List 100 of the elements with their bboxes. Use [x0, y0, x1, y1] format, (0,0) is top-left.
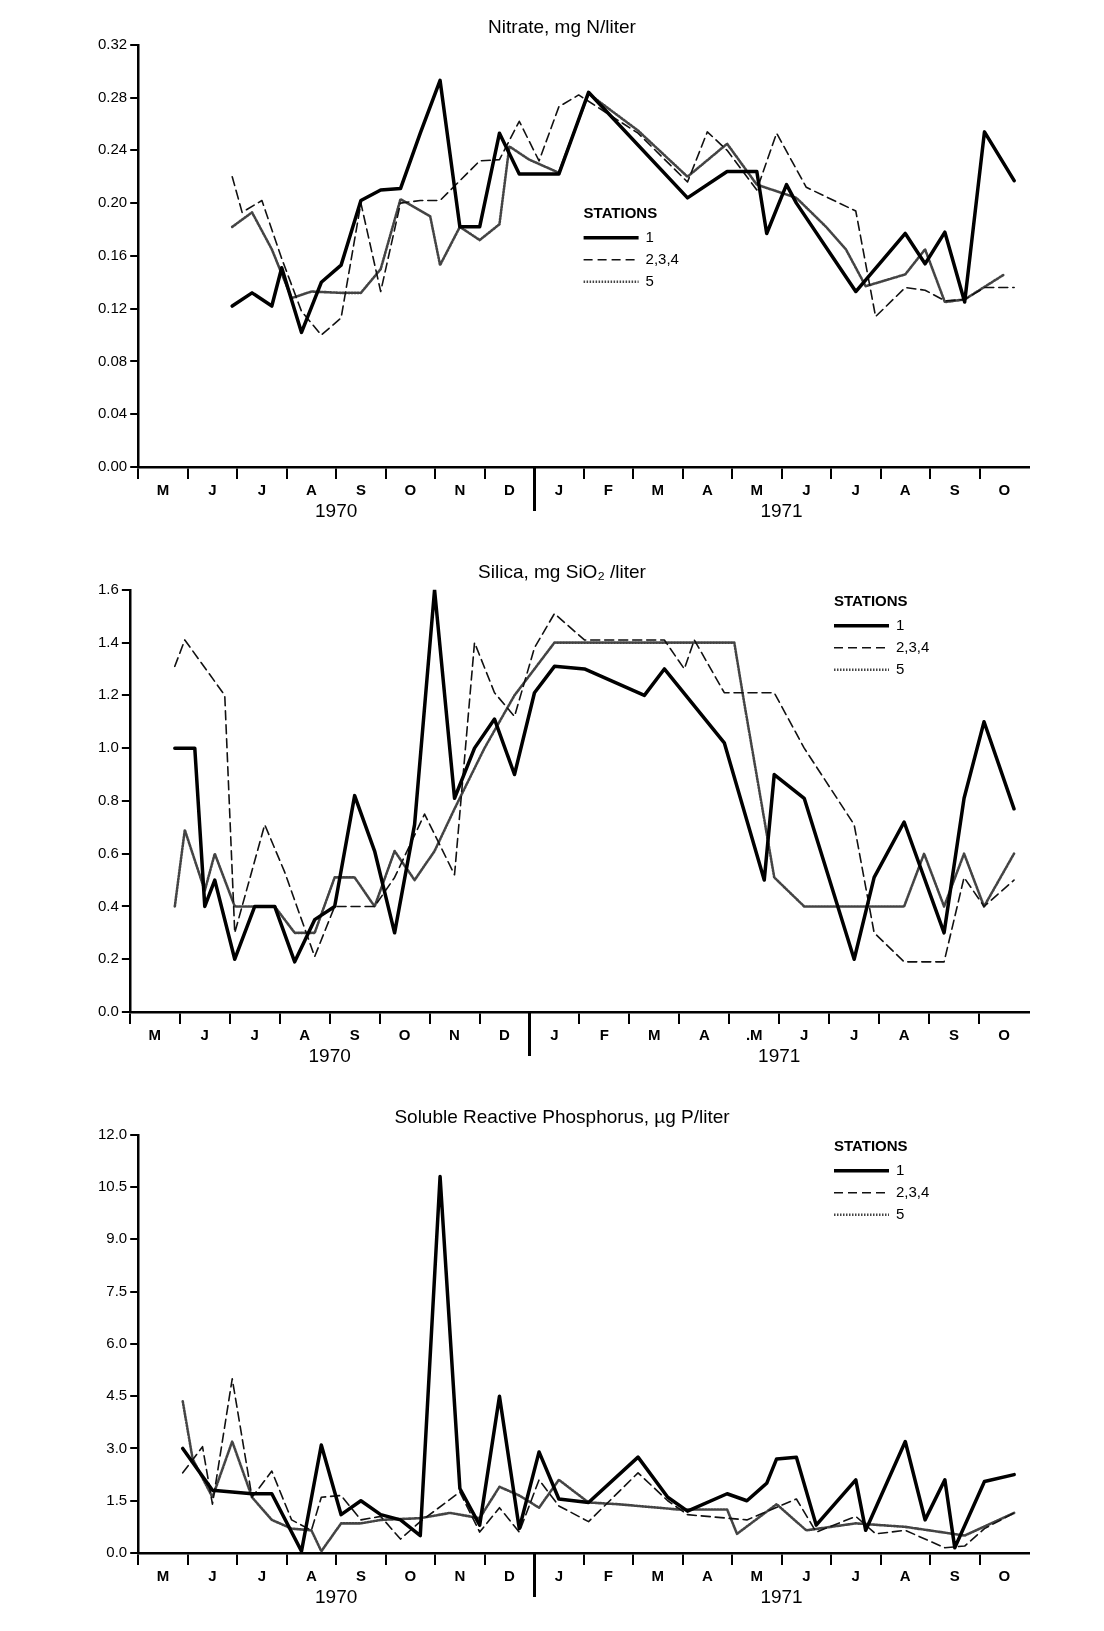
text: 1971: [760, 1586, 803, 1607]
y-tick-label: 0.24: [97, 140, 128, 158]
chart-title: Silica, mg SiO₂ /liter: [478, 560, 647, 582]
x-tick-label: J: [208, 481, 217, 499]
x-tick-label: S: [949, 1026, 960, 1044]
chart-title: Soluble Reactive Phosphorus, µg P/liter: [394, 1105, 731, 1127]
legend-label: 2,3,4: [896, 1182, 930, 1200]
y-tick-label: 0.32: [97, 34, 128, 52]
x-tick-label: D: [503, 481, 515, 499]
x-tick-label: O: [404, 481, 417, 499]
legend-label: 1: [645, 227, 654, 245]
y-tick-label: 9.0: [106, 1229, 128, 1247]
y-tick-label: 0.12: [97, 298, 128, 316]
legend-label: 2,3,4: [645, 249, 679, 267]
text: 1970: [315, 1586, 358, 1607]
legend-label: 5: [896, 659, 905, 677]
x-tick-label: M: [651, 1567, 665, 1585]
x-tick-label: M: [148, 1026, 162, 1044]
x-tick-label: A: [701, 481, 713, 499]
x-tick-label: S: [349, 1026, 360, 1044]
x-tick-label: J: [849, 1026, 859, 1044]
x-tick-label: J: [208, 1567, 217, 1585]
legend-label: 1: [896, 1160, 905, 1178]
line-series: [181, 1377, 1015, 1549]
x-tick-label: A: [701, 1567, 713, 1585]
y-tick-label: 0.00: [97, 457, 128, 475]
x-tick-label: J: [550, 1026, 559, 1044]
y-tick-label: 0.04: [97, 404, 128, 422]
x-tick-label: J: [800, 1026, 809, 1044]
y-tick-label: 3.0: [106, 1438, 128, 1456]
x-tick-label: O: [998, 481, 1011, 499]
x-tick-label: A: [698, 1026, 710, 1044]
x-tick-label: J: [257, 481, 267, 499]
y-tick-label: 10.5: [97, 1177, 128, 1195]
x-tick-label: M: [750, 481, 764, 499]
x-tick-label: J: [802, 1567, 811, 1585]
y-tick-label: 0.08: [97, 351, 128, 369]
text: 1971: [758, 1045, 801, 1066]
x-tick-label: D: [499, 1026, 511, 1044]
x-tick-label: J: [851, 1567, 860, 1585]
x-tick-label: S: [355, 1567, 366, 1585]
x-tick-label: A: [899, 481, 911, 499]
line-series: [181, 1400, 1016, 1553]
y-tick-label: 1.0: [97, 738, 119, 756]
x-tick-label: N: [454, 1567, 466, 1585]
x-tick-label: M: [156, 1567, 170, 1585]
x-tick-label: M: [156, 481, 170, 499]
x-tick-label: F: [603, 1567, 613, 1585]
legend-label: 5: [896, 1204, 905, 1222]
x-tick-label: M: [648, 1026, 661, 1044]
chart-title: Nitrate, mg N/liter: [488, 15, 637, 37]
x-tick-label: A: [299, 1026, 311, 1044]
legend-label: 1: [896, 615, 905, 633]
legend-title: STATIONS: [583, 203, 658, 221]
x-tick-label: F: [603, 481, 613, 499]
x-tick-label: S: [355, 481, 366, 499]
x-tick-label: A: [305, 481, 317, 499]
x-tick-label: J: [200, 1026, 209, 1044]
y-tick-label: 1.5: [106, 1490, 128, 1508]
x-tick-label: A: [305, 1567, 317, 1585]
text: 1970: [308, 1045, 351, 1066]
y-tick-label: 6.0: [106, 1334, 128, 1352]
y-tick-label: 1.4: [97, 632, 119, 650]
y-tick-label: 1.6: [97, 579, 119, 597]
x-tick-label: D: [503, 1567, 515, 1585]
x-tick-label: N: [454, 481, 466, 499]
x-tick-label: O: [998, 1026, 1011, 1044]
y-tick-label: 4.5: [106, 1386, 128, 1404]
x-tick-label: A: [899, 1567, 911, 1585]
text: 1970: [315, 500, 358, 521]
x-tick-label: O: [404, 1567, 417, 1585]
x-tick-label: N: [449, 1026, 460, 1044]
y-tick-label: 0.6: [97, 843, 119, 861]
x-tick-label: J: [851, 481, 860, 499]
y-tick-label: 0.8: [97, 791, 119, 809]
x-tick-label: A: [898, 1026, 910, 1044]
y-tick-label: 0.2: [97, 949, 119, 967]
text: 1971: [760, 500, 803, 521]
x-tick-label: M: [750, 1567, 764, 1585]
y-tick-label: 0.28: [97, 87, 128, 105]
x-tick-label: J: [554, 1567, 564, 1585]
y-tick-label: 0.20: [97, 193, 128, 211]
x-tick-label: J: [250, 1026, 259, 1044]
line-series: [173, 641, 1016, 935]
x-tick-label: J: [802, 481, 811, 499]
x-tick-label: F: [599, 1026, 609, 1044]
x-tick-label: .M: [745, 1026, 763, 1044]
legend-label: 5: [645, 271, 654, 289]
legend-title: STATIONS: [834, 1136, 908, 1154]
y-tick-label: 0.0: [97, 1002, 119, 1020]
x-tick-label: O: [398, 1026, 411, 1044]
x-tick-label: J: [257, 1567, 267, 1585]
y-tick-label: 0.16: [97, 246, 128, 264]
legend-title: STATIONS: [834, 591, 908, 609]
x-tick-label: S: [949, 1567, 960, 1585]
y-tick-label: 0.4: [97, 896, 119, 914]
legend-label: 2,3,4: [896, 637, 930, 655]
y-tick-label: 1.2: [97, 685, 119, 703]
x-tick-label: S: [949, 481, 960, 499]
x-tick-label: J: [554, 481, 564, 499]
